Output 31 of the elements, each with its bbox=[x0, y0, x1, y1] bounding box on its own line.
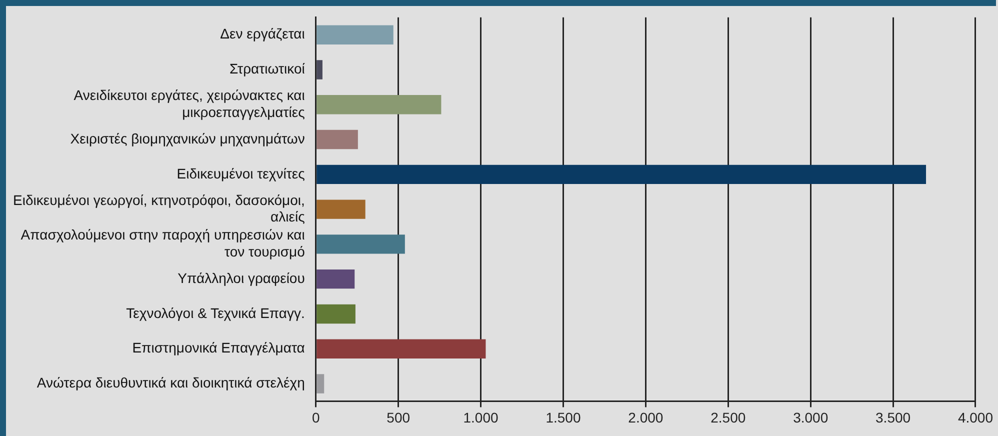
x-tick-label: 500 bbox=[386, 409, 410, 426]
x-tick-label: 3.000 bbox=[793, 409, 828, 426]
y-tick-label: Ανώτερα διευθυντικά και διοικητικά στελέχη bbox=[36, 374, 305, 391]
bar bbox=[316, 25, 394, 44]
x-tick-label: 3.500 bbox=[876, 409, 911, 426]
bar bbox=[316, 339, 486, 358]
bar bbox=[316, 60, 322, 80]
bar bbox=[316, 374, 324, 394]
x-tick-label: 2.000 bbox=[628, 409, 664, 426]
y-tick-label: Υπάλληλοι γραφείου bbox=[178, 270, 305, 286]
y-tick-label: Τεχνολόγοι & Τεχνικά Επαγγ. bbox=[126, 304, 305, 321]
bar bbox=[316, 234, 405, 254]
x-tick-label: 1.000 bbox=[463, 409, 498, 426]
y-tick-label: Ειδικευμένοι τεχνίτες bbox=[176, 165, 306, 182]
y-tick-label: Δεν εργάζεται bbox=[220, 26, 305, 42]
y-tick-label: Ειδικευμένοι γεωργοί, κτηνοτρόφοι, δασοκόμοι, αλιείς bbox=[13, 192, 306, 225]
y-tick-label: Επιστημονικά Επαγγέλματα bbox=[132, 340, 305, 356]
y-tick-label: Ανειδίκευτοι εργάτες, χειρώνακτες και μικροεπαγγελματίες bbox=[74, 87, 306, 120]
x-tick-label: 1.500 bbox=[546, 409, 581, 426]
y-tick-label: Απασχολούμενοι στην παροχή υπηρεσιών και τον τουρισμό bbox=[20, 226, 306, 260]
y-tick-label: Στρατιωτικοί bbox=[230, 60, 305, 77]
bar bbox=[316, 130, 358, 150]
bar bbox=[316, 269, 355, 289]
bar bbox=[316, 200, 366, 219]
y-tick-label: Χειριστές βιομηχανικών μηχανημάτων bbox=[70, 130, 305, 146]
bar bbox=[316, 304, 356, 324]
x-tick-label: 2.500 bbox=[710, 409, 746, 426]
bar bbox=[316, 164, 926, 184]
x-tick-label: 4.000 bbox=[958, 409, 994, 426]
x-tick-label: 0 bbox=[312, 409, 320, 426]
bar bbox=[316, 95, 442, 114]
